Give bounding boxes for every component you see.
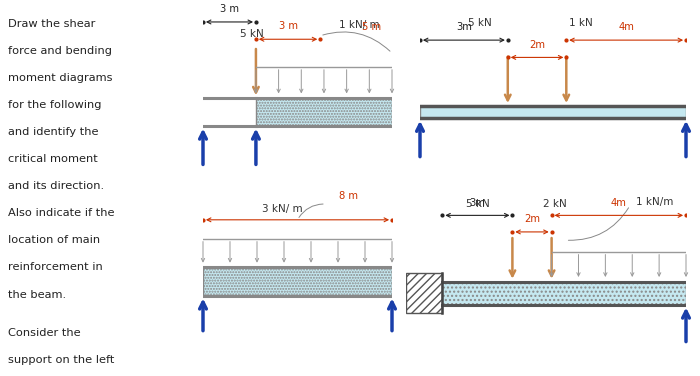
Text: critical moment: critical moment xyxy=(8,154,98,164)
Text: location of main: location of main xyxy=(8,235,100,246)
Text: 2m: 2m xyxy=(524,214,540,224)
Text: 5 kN: 5 kN xyxy=(468,18,492,29)
Text: 5 kN: 5 kN xyxy=(240,29,264,39)
Text: 2 kN: 2 kN xyxy=(543,199,567,209)
Text: 3 m: 3 m xyxy=(279,21,298,32)
Text: reinforcement in: reinforcement in xyxy=(8,262,103,273)
Bar xyxy=(420,106,686,118)
Text: 8 m: 8 m xyxy=(339,191,358,201)
Text: the beam.: the beam. xyxy=(8,290,66,300)
Text: 1 kN: 1 kN xyxy=(569,18,593,29)
Text: support on the left: support on the left xyxy=(8,355,115,365)
Text: 5 kN: 5 kN xyxy=(466,199,490,209)
Text: Consider the: Consider the xyxy=(8,328,81,338)
Text: 3m: 3m xyxy=(456,22,472,32)
Text: 3 kN/ m: 3 kN/ m xyxy=(262,204,302,214)
Bar xyxy=(442,282,686,305)
Text: Draw the shear: Draw the shear xyxy=(8,19,95,29)
Text: and identify the: and identify the xyxy=(8,127,99,137)
Text: 3m: 3m xyxy=(470,198,485,208)
Bar xyxy=(256,98,392,126)
Text: moment diagrams: moment diagrams xyxy=(8,73,113,83)
Text: Also indicate if the: Also indicate if the xyxy=(8,208,115,218)
Text: 1 kN/m: 1 kN/m xyxy=(636,197,673,207)
Bar xyxy=(203,267,392,296)
Text: 2m: 2m xyxy=(529,39,545,50)
Text: 4m: 4m xyxy=(618,22,634,32)
Text: for the following: for the following xyxy=(8,100,101,110)
Text: 3 m: 3 m xyxy=(220,4,239,14)
Text: 5 m: 5 m xyxy=(362,22,381,32)
Bar xyxy=(406,273,442,314)
Text: and its direction.: and its direction. xyxy=(8,181,104,191)
Text: 4m: 4m xyxy=(611,198,626,208)
Text: force and bending: force and bending xyxy=(8,46,112,56)
Text: 1 kN/ m: 1 kN/ m xyxy=(339,20,379,30)
